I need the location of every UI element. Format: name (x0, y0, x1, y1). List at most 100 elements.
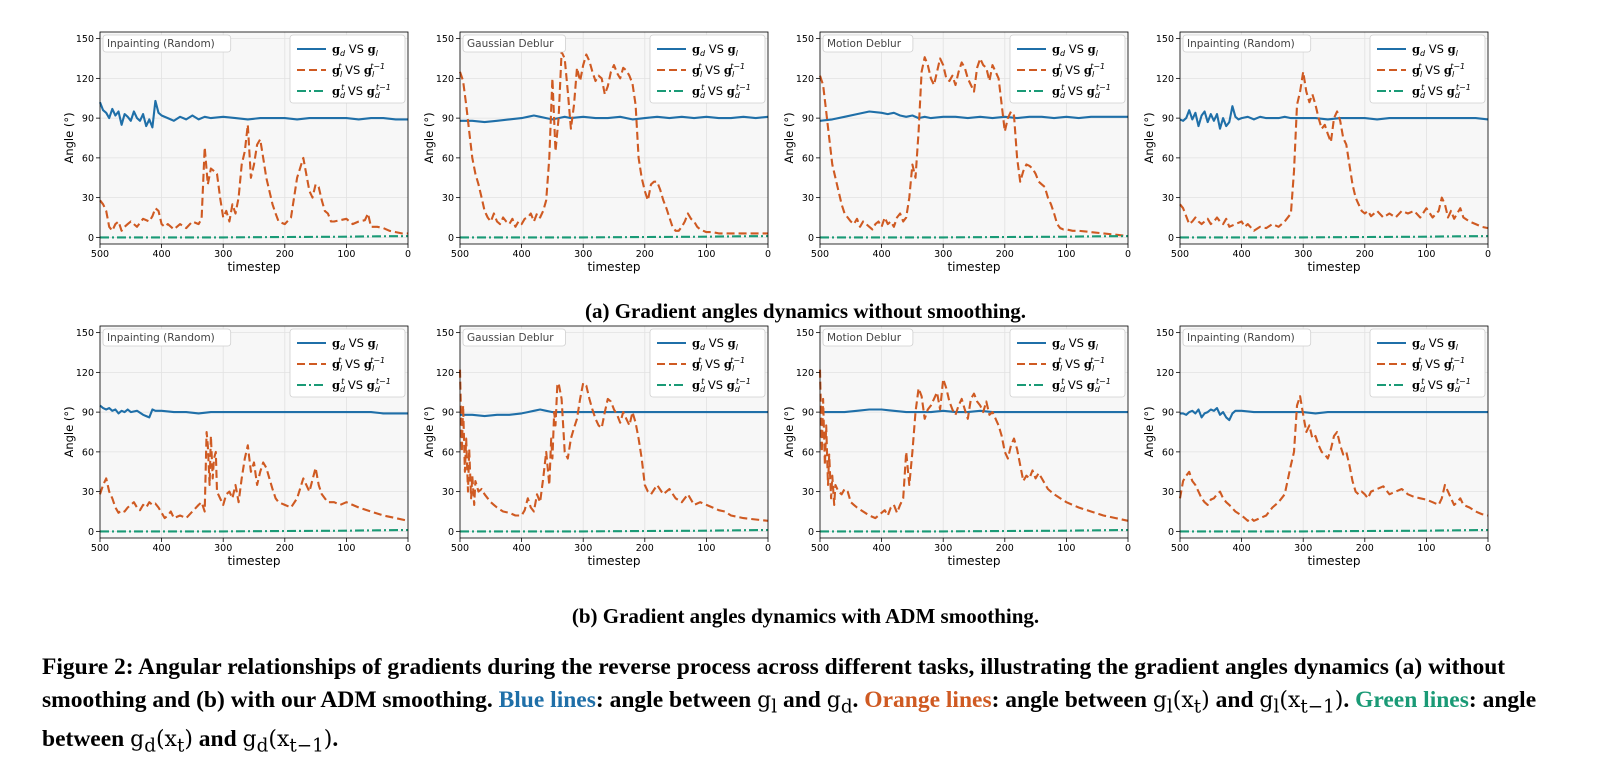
series-line-3 (1180, 235, 1489, 239)
y-axis-label: Angle (°) (422, 406, 436, 457)
x-tick-label: 100 (697, 249, 715, 260)
y-tick-label: 0 (448, 527, 454, 538)
series-line-1 (820, 408, 1128, 414)
y-tick-label: 90 (442, 408, 454, 419)
y-tick-label: 120 (436, 74, 454, 85)
series-line-2 (99, 123, 408, 235)
x-tick-label: 500 (451, 249, 469, 260)
x-axis-label: timestep (947, 260, 1000, 274)
x-tick-label: 300 (1294, 543, 1312, 554)
caption-math: gd(xt) (130, 727, 193, 757)
caption-blue-label: Blue lines (498, 687, 596, 713)
y-axis-label: Angle (°) (782, 112, 796, 163)
x-tick-label: 500 (91, 543, 109, 554)
y-tick-label: 150 (796, 328, 814, 339)
x-axis-label: timestep (227, 260, 280, 274)
caption-lead: Figure 2: Angular relationships of gradi… (42, 654, 1506, 713)
y-tick-label: 120 (1156, 74, 1174, 85)
x-tick-label: 100 (697, 543, 715, 554)
chart-panel-6: 500 400 300 200 100 0 0 30 60 90 120 150 timestep Ang… (422, 325, 771, 568)
series-line-1 (1180, 407, 1488, 422)
legend-box (1369, 34, 1486, 104)
legend-label-1: gd VS gl (1412, 336, 1459, 352)
x-axis-label: timestep (227, 554, 280, 568)
y-tick-label: 120 (76, 368, 94, 379)
x-axis-label: timestep (1307, 554, 1360, 568)
legend-label-3: gdt VS gdt−1 (692, 377, 751, 394)
y-tick-label: 0 (88, 233, 94, 244)
y-tick-label: 90 (1162, 408, 1174, 419)
panel-title-box (822, 34, 914, 53)
panel-title: Inpainting (Random) (1187, 332, 1295, 344)
legend-box (1369, 328, 1486, 398)
y-tick-label: 150 (76, 328, 94, 339)
x-tick-label: 100 (1057, 543, 1075, 554)
x-tick-label: 500 (1171, 543, 1189, 554)
axes-frame (459, 325, 769, 539)
panel-title: Motion Deblur (827, 38, 902, 50)
y-tick-label: 90 (82, 408, 94, 419)
y-tick-label: 120 (1156, 368, 1174, 379)
panel-title: Motion Deblur (827, 332, 902, 344)
legend-label-3: gdt VS gdt−1 (1412, 83, 1471, 100)
series-line-2 (819, 56, 1129, 238)
x-tick-label: 200 (636, 543, 654, 554)
x-tick-label: 100 (1417, 249, 1435, 260)
panel-title: Gaussian Deblur (467, 332, 554, 344)
y-axis-label: Angle (°) (422, 112, 436, 163)
x-tick-label: 300 (574, 543, 592, 554)
caption-math: gl (757, 688, 778, 718)
y-tick-label: 60 (442, 153, 454, 164)
y-tick-label: 150 (796, 34, 814, 45)
legend-label-2: glt VS glt−1 (332, 356, 385, 373)
y-tick-label: 30 (802, 487, 814, 498)
y-tick-label: 30 (442, 193, 454, 204)
series-line-1 (99, 404, 408, 419)
caption-math: gl(xt) (1152, 688, 1210, 718)
chart-panel-7: 500 400 300 200 100 0 0 30 60 90 120 150 timestep Ang… (782, 325, 1131, 568)
x-tick-label: 100 (1417, 543, 1435, 554)
y-tick-label: 150 (436, 34, 454, 45)
legend-label-1: gd VS gl (1052, 336, 1099, 352)
x-tick-label: 0 (405, 249, 411, 260)
legend-label-2: glt VS glt−1 (332, 62, 385, 79)
caption-math: gl(xt−1) (1259, 688, 1344, 718)
caption-orange-label: Orange lines (864, 687, 992, 713)
x-tick-label: 300 (574, 249, 592, 260)
chart-panel-8: 500 400 300 200 100 0 0 30 60 90 120 150 timestep Ang… (1142, 325, 1491, 568)
y-axis-label: Angle (°) (62, 406, 76, 457)
legend-label-1: gd VS gl (332, 42, 379, 58)
x-tick-label: 400 (1233, 249, 1251, 260)
y-axis-label: Angle (°) (62, 112, 76, 163)
chart-panel-2: 500 400 300 200 100 0 0 30 60 90 120 150 timestep Ang… (422, 31, 771, 274)
legend-label-1: gd VS gl (1052, 42, 1099, 58)
series-line-2 (1178, 395, 1489, 522)
legend-label-3: gdt VS gdt−1 (1052, 83, 1111, 100)
panel-title-box (462, 328, 566, 347)
x-tick-label: 0 (765, 543, 771, 554)
axes-frame (1179, 31, 1489, 245)
y-tick-label: 60 (82, 447, 94, 458)
caption-math: gd (826, 688, 853, 718)
y-tick-label: 120 (436, 368, 454, 379)
x-tick-label: 100 (1057, 249, 1075, 260)
y-tick-label: 90 (82, 114, 94, 125)
x-tick-label: 400 (1233, 543, 1251, 554)
x-tick-label: 100 (337, 249, 355, 260)
legend-label-3: gdt VS gdt−1 (332, 83, 391, 100)
legend-box (1009, 328, 1126, 398)
x-tick-label: 200 (996, 543, 1014, 554)
legend-label-3: gdt VS gdt−1 (1052, 377, 1111, 394)
chart-panel-1: 500 400 300 200 100 0 0 30 60 90 120 150 timestep Ang… (62, 31, 411, 274)
x-tick-label: 500 (91, 249, 109, 260)
y-tick-label: 90 (802, 408, 814, 419)
x-tick-label: 0 (1125, 543, 1131, 554)
panel-title-box (102, 34, 232, 53)
series-line-1 (1179, 105, 1489, 130)
x-tick-label: 0 (1485, 249, 1491, 260)
x-axis-label: timestep (587, 554, 640, 568)
y-tick-label: 150 (436, 328, 454, 339)
series-line-2 (459, 50, 768, 235)
legend-label-2: glt VS glt−1 (1052, 62, 1105, 79)
